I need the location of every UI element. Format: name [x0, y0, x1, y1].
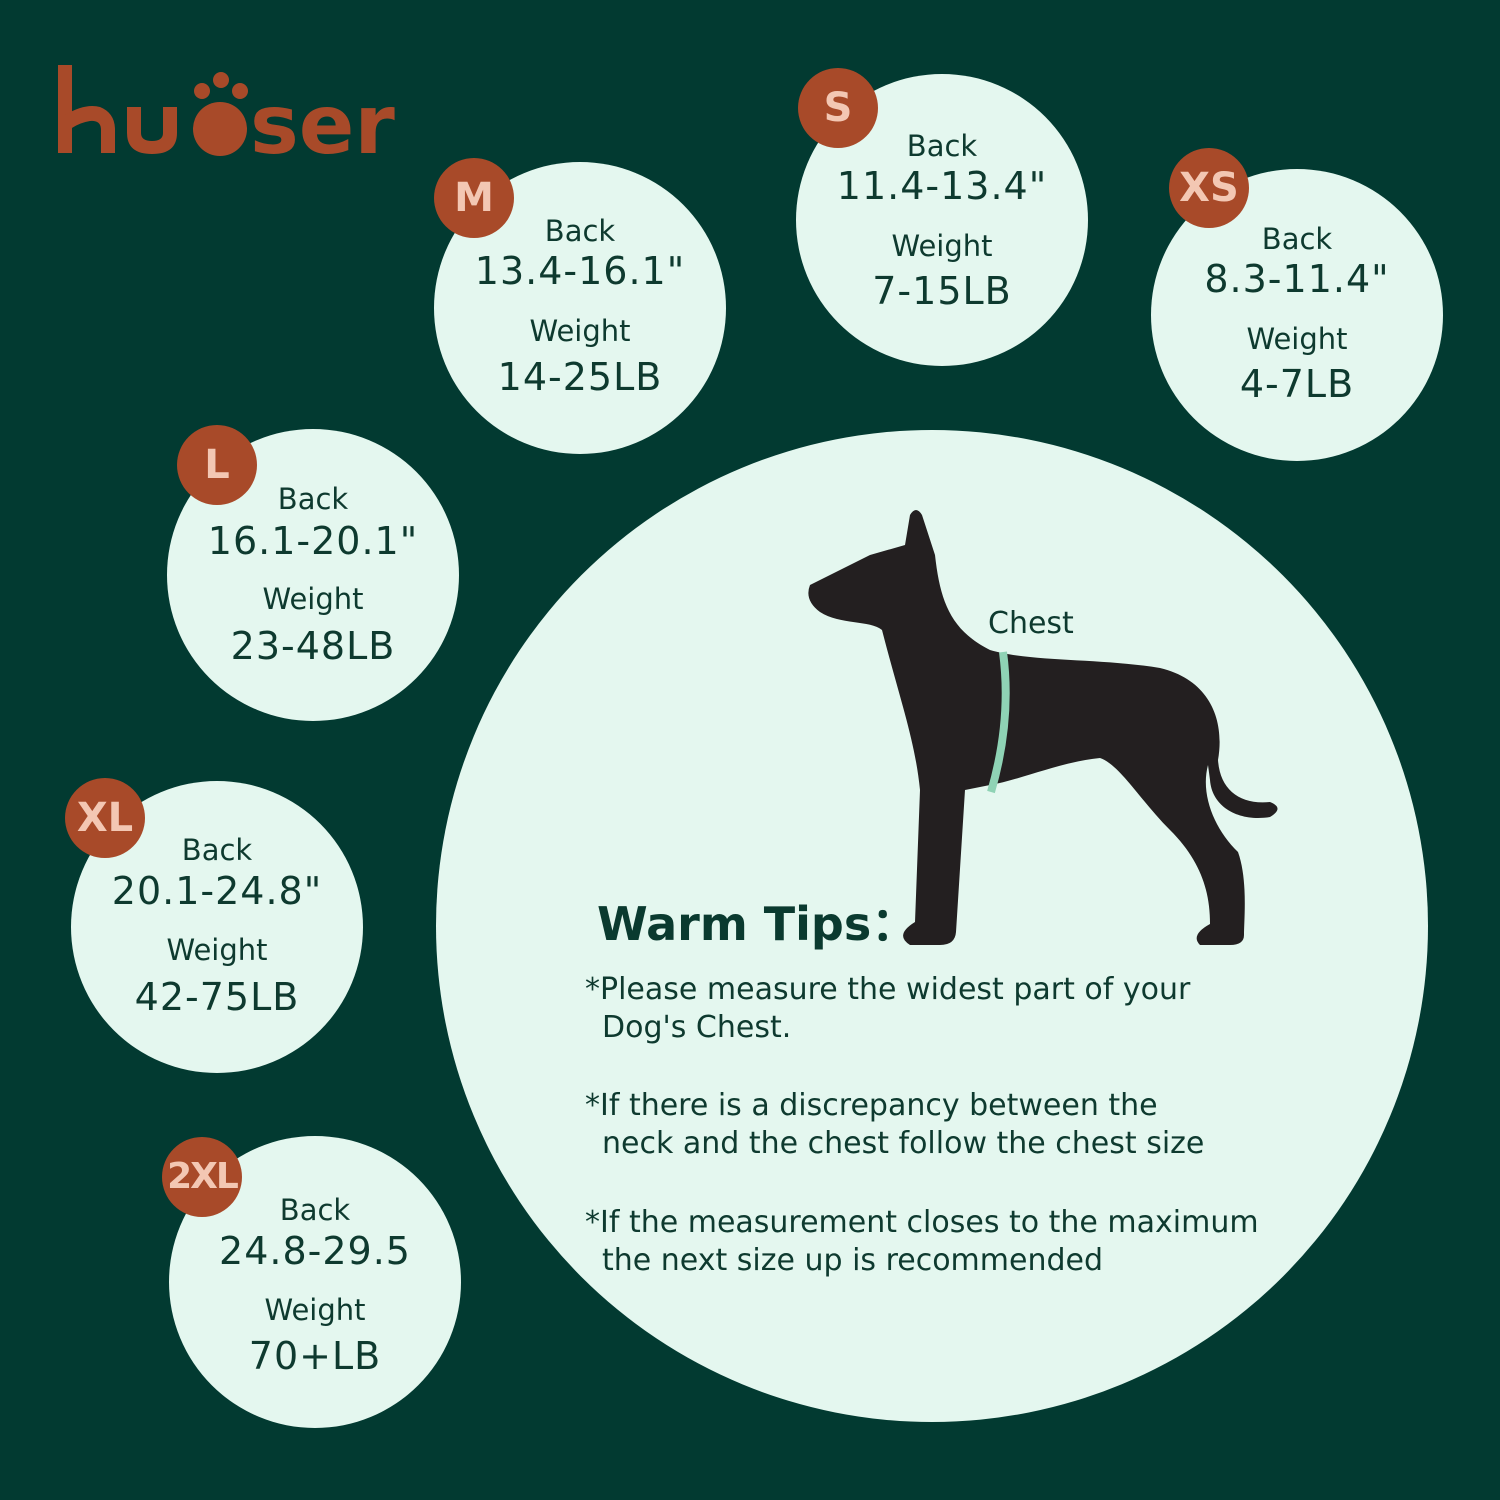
tip-line: *If there is a discrepancy between the [585, 1088, 1158, 1123]
back-value: 8.3-11.4" [1204, 257, 1390, 301]
size-card-xs: Back 8.3-11.4" Weight 4-7LB [1151, 169, 1443, 461]
weight-value: 4-7LB [1239, 362, 1355, 406]
tip-item: *Please measure the widest part of your … [585, 971, 1190, 1047]
tip-line: neck and the chest follow the chest size [602, 1126, 1205, 1161]
size-badge-xs: XS [1169, 148, 1249, 228]
back-label: Back [544, 214, 616, 248]
weight-label: Weight [1246, 322, 1348, 356]
size-badge-m: M [434, 158, 514, 238]
chest-label: Chest [988, 606, 1074, 641]
brand-logo: ser [55, 55, 445, 173]
back-label: Back [1261, 222, 1333, 256]
weight-value: 14-25LB [497, 355, 663, 399]
size-badge-s: S [798, 68, 878, 148]
tip-line: Dog's Chest. [602, 1010, 792, 1045]
weight-label: Weight [264, 1293, 366, 1327]
tip-item: *If the measurement closes to the maximu… [585, 1204, 1259, 1280]
measuring-tape-icon [987, 651, 1010, 794]
back-value: 20.1-24.8" [111, 869, 323, 913]
size-badge-l: L [177, 425, 257, 505]
weight-label: Weight [166, 933, 268, 967]
weight-value: 42-75LB [134, 975, 300, 1019]
tip-line: *If the measurement closes to the maximu… [585, 1205, 1259, 1240]
svg-text:ser: ser [250, 78, 395, 165]
back-label: Back [906, 129, 978, 163]
weight-label: Weight [891, 229, 993, 263]
weight-label: Weight [529, 314, 631, 348]
tip-line: *Please measure the widest part of your [585, 972, 1191, 1007]
back-value: 11.4-13.4" [836, 164, 1048, 208]
back-value: 16.1-20.1" [207, 519, 419, 563]
back-label: Back [181, 833, 253, 867]
weight-value: 23-48LB [230, 624, 396, 668]
weight-value: 7-15LB [872, 269, 1012, 313]
size-badge-2xl: 2XL [162, 1137, 242, 1217]
tip-line: the next size up is recommended [602, 1243, 1104, 1278]
weight-label: Weight [262, 582, 364, 616]
back-label: Back [279, 1193, 351, 1227]
size-badge-xl: XL [65, 778, 145, 858]
weight-value: 70+LB [248, 1334, 382, 1378]
back-value: 13.4-16.1" [474, 249, 686, 293]
tip-item: *If there is a discrepancy between the n… [585, 1087, 1204, 1163]
back-value: 24.8-29.5 [219, 1229, 411, 1273]
back-label: Back [277, 482, 349, 516]
tips-title: Warm Tips： [597, 897, 918, 951]
